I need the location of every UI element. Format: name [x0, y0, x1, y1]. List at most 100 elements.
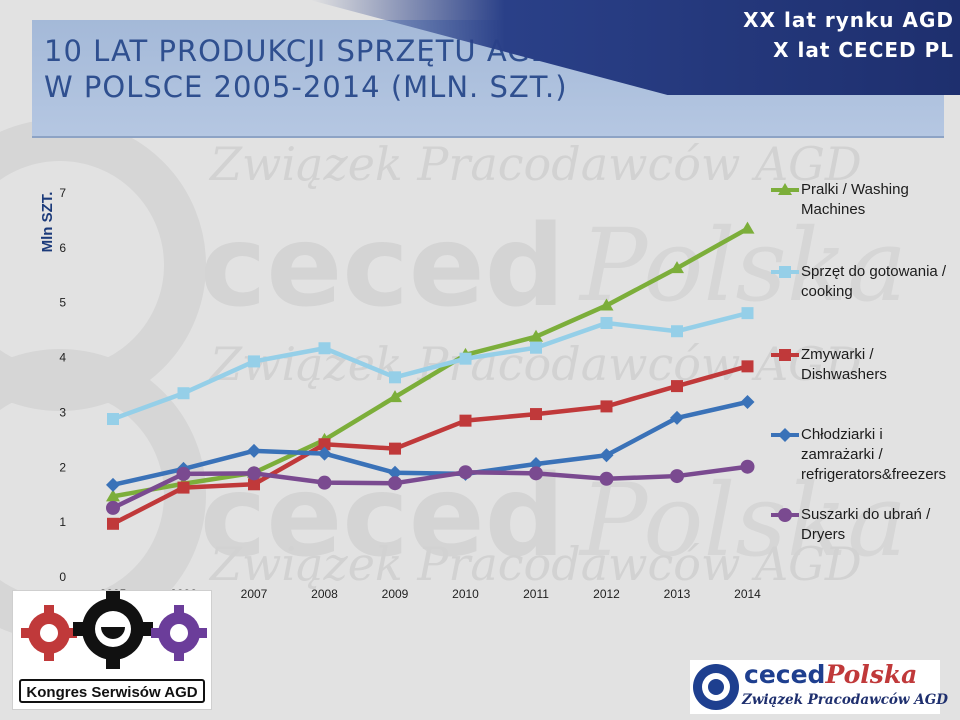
- legend-marker: [778, 428, 792, 442]
- y-tick-label: 6: [59, 241, 66, 255]
- series-2: [107, 307, 754, 426]
- x-tick-label: 2012: [593, 587, 620, 601]
- legend-swatch: [771, 266, 799, 278]
- data-point: [599, 471, 614, 486]
- data-point: [671, 325, 683, 338]
- data-point: [529, 466, 543, 481]
- corner-line-1: XX lat rynku AGD: [743, 8, 954, 32]
- data-point: [740, 395, 755, 410]
- data-point: [741, 360, 754, 373]
- ceced-logo-word: cecedPolska: [744, 660, 917, 690]
- x-tick-label: 2013: [664, 587, 691, 601]
- data-point: [106, 489, 120, 502]
- data-point: [741, 307, 754, 320]
- legend-marker: [779, 266, 791, 278]
- data-point: [670, 469, 684, 484]
- data-point: [106, 500, 120, 515]
- legend-swatch: [771, 428, 799, 442]
- legend-label: Sprzęt do gotowania / cooking: [801, 263, 947, 300]
- x-tick-label: 2007: [241, 587, 268, 601]
- y-tick-label: 2: [59, 460, 66, 474]
- y-tick-label: 1: [59, 515, 66, 529]
- data-point: [247, 466, 261, 481]
- data-point: [317, 446, 332, 461]
- data-point: [107, 413, 119, 426]
- legend-label: Pralki / Washing Machines: [801, 181, 909, 218]
- page-title: 10 LAT PRODUKCJI SPRZĘTU AGD W POLSCE 20…: [44, 33, 568, 105]
- series-line: [112, 464, 748, 510]
- data-point: [599, 298, 614, 311]
- y-tick-label: 7: [59, 186, 66, 200]
- data-point: [529, 329, 543, 342]
- watermark-text-3: Związek Pracodawców AGD: [208, 537, 862, 591]
- data-point: [740, 221, 755, 234]
- y-tick-label: 0: [59, 570, 66, 584]
- data-point: [388, 465, 402, 480]
- data-point: [389, 442, 401, 455]
- series-1: [106, 221, 755, 502]
- legend-label: Zmywarki / Dishwashers: [801, 346, 887, 383]
- series-5: [106, 459, 755, 515]
- data-point: [670, 261, 684, 274]
- legend-label: Suszarki do ubrań / Dryers: [801, 506, 931, 543]
- gear-icon: [21, 589, 207, 669]
- data-point: [107, 517, 119, 530]
- corner-line-2: X lat CECED PL: [773, 38, 954, 62]
- data-point: [318, 438, 331, 451]
- data-point: [458, 465, 473, 480]
- legend-marker: [779, 349, 791, 361]
- series-line: [112, 310, 749, 422]
- data-point: [388, 476, 402, 491]
- data-point: [530, 341, 542, 354]
- legend-marker: [778, 508, 792, 522]
- ceced-word: ceced: [744, 660, 826, 689]
- data-point: [177, 387, 190, 400]
- legend-label: Chłodziarki i zamrażarki / refrigerators…: [801, 426, 947, 483]
- data-point: [389, 371, 401, 384]
- data-point: [317, 475, 332, 490]
- title-line-2: W POLSCE 2005-2014 (MLN. SZT.): [44, 70, 568, 104]
- data-point: [600, 317, 613, 330]
- svg-text:Polska: Polska: [578, 462, 907, 579]
- data-point: [530, 408, 542, 421]
- data-point: [247, 443, 261, 458]
- svg-text:ceced: ceced: [200, 202, 565, 332]
- x-tick-label: 2010: [452, 587, 479, 601]
- series-line: [111, 364, 749, 526]
- data-point: [388, 390, 402, 403]
- legend-marker: [778, 183, 792, 195]
- data-point: [248, 478, 260, 491]
- data-point: [600, 400, 613, 413]
- kongres-logo-text: Kongres Serwisów AGD: [19, 679, 205, 703]
- data-point: [599, 448, 614, 463]
- data-point: [740, 459, 755, 474]
- polska-word: Polska: [825, 660, 918, 689]
- x-tick-label: 2009: [382, 587, 409, 601]
- data-point: [318, 342, 331, 355]
- ceced-logo-subtitle: Związek Pracodawców AGD: [742, 692, 948, 708]
- watermark-text-1: Związek Pracodawców AGD: [208, 137, 862, 191]
- ceced-circle-icon: [693, 664, 739, 710]
- kongres-logo: Kongres Serwisów AGD: [12, 589, 212, 710]
- data-point: [248, 355, 260, 368]
- data-point: [459, 352, 472, 365]
- y-axis-label: Mln SZT.: [39, 192, 56, 253]
- svg-text:Polska: Polska: [578, 207, 907, 324]
- series-line: [112, 226, 749, 499]
- data-point: [176, 466, 191, 481]
- data-point: [177, 481, 190, 494]
- legend-swatch: [771, 349, 799, 361]
- y-tick-label: 5: [59, 296, 66, 310]
- y-tick-label: 3: [59, 405, 66, 419]
- x-tick-label: 2014: [734, 587, 761, 601]
- series-3: [107, 360, 754, 530]
- y-tick-label: 4: [59, 351, 66, 365]
- data-point: [671, 380, 683, 393]
- ceced-polska-logo: cecedPolska Związek Pracodawców AGD: [690, 660, 948, 714]
- data-point: [106, 477, 120, 492]
- x-tick-label: 2008: [311, 587, 338, 601]
- data-point: [670, 410, 684, 425]
- x-tick-label: 2011: [523, 587, 549, 601]
- data-point: [459, 414, 472, 427]
